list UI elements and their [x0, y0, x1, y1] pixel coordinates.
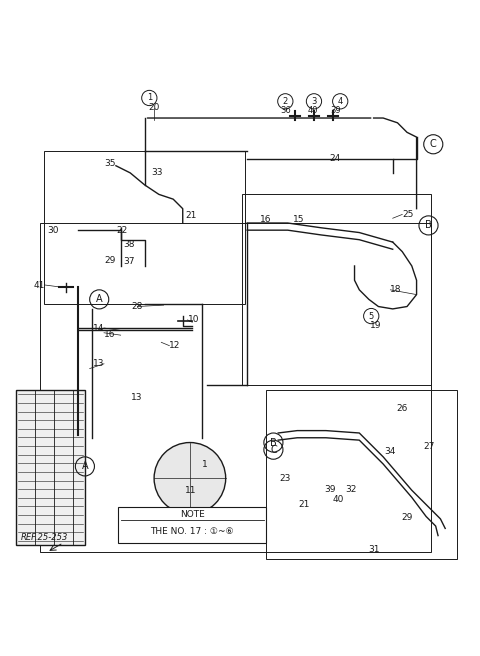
Text: 38: 38: [123, 240, 134, 249]
Text: 21: 21: [298, 500, 310, 509]
Text: 1: 1: [147, 93, 152, 102]
Text: 20: 20: [148, 103, 160, 112]
Text: THE NO. 17 : ①~⑥: THE NO. 17 : ①~⑥: [150, 527, 234, 536]
Text: 39: 39: [324, 485, 336, 494]
Text: 2: 2: [283, 97, 288, 106]
Text: 25: 25: [402, 210, 414, 219]
Text: 41: 41: [34, 281, 45, 289]
Text: 5: 5: [369, 312, 374, 321]
Text: 34: 34: [384, 447, 396, 456]
Text: 40: 40: [333, 495, 344, 504]
Text: 4: 4: [337, 97, 343, 106]
Text: 36: 36: [280, 106, 291, 115]
Text: 10: 10: [188, 316, 199, 324]
Text: 40: 40: [307, 106, 318, 115]
Text: 18: 18: [390, 285, 402, 295]
Text: 26: 26: [396, 403, 408, 413]
Text: 27: 27: [424, 442, 435, 451]
Text: 23: 23: [280, 474, 291, 483]
Text: 35: 35: [104, 159, 116, 169]
Text: A: A: [82, 461, 88, 472]
Text: 1: 1: [202, 459, 207, 468]
Text: B: B: [425, 220, 432, 230]
Text: 32: 32: [345, 485, 356, 494]
Circle shape: [154, 443, 226, 514]
Text: 29: 29: [401, 513, 413, 522]
Text: 39: 39: [330, 106, 341, 115]
Text: 14: 14: [93, 325, 104, 333]
Text: 21: 21: [185, 211, 196, 220]
Text: 29: 29: [104, 256, 115, 265]
Text: NOTE: NOTE: [180, 510, 204, 519]
Text: 33: 33: [152, 169, 163, 177]
Text: REF.25-253: REF.25-253: [21, 533, 68, 543]
Text: 11: 11: [185, 485, 197, 495]
Text: 12: 12: [169, 341, 181, 350]
Text: 24: 24: [329, 154, 340, 163]
Text: 13: 13: [131, 393, 142, 401]
Text: 31: 31: [368, 545, 379, 554]
Text: 22: 22: [116, 226, 127, 235]
Text: 16: 16: [260, 215, 271, 224]
Text: 30: 30: [47, 226, 59, 235]
Text: 15: 15: [292, 215, 304, 224]
Bar: [16, 390, 85, 545]
Text: 3: 3: [312, 97, 317, 106]
Text: 37: 37: [123, 256, 134, 266]
Text: 28: 28: [132, 302, 143, 311]
Text: C: C: [270, 445, 277, 455]
Text: C: C: [430, 139, 437, 150]
FancyBboxPatch shape: [118, 507, 266, 543]
Text: A: A: [96, 295, 103, 304]
Text: 16: 16: [105, 330, 116, 339]
Text: 13: 13: [93, 359, 104, 368]
Text: B: B: [270, 438, 277, 447]
Text: 19: 19: [370, 321, 382, 330]
